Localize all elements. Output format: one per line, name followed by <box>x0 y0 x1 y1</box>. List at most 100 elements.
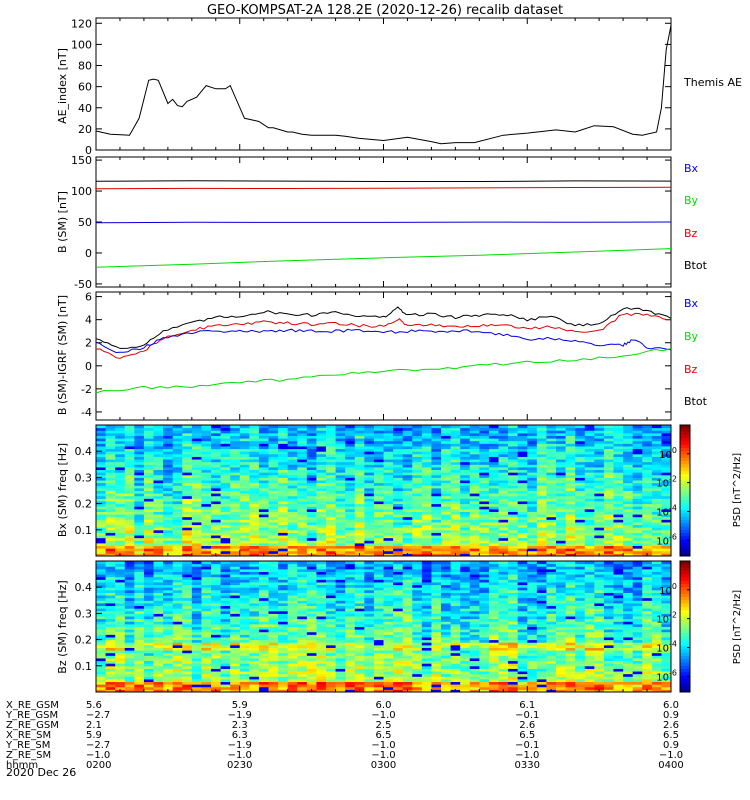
bx_psd-cell <box>316 548 327 552</box>
bx_psd-cell <box>134 535 145 539</box>
bx_psd-cell <box>661 527 672 531</box>
bx_psd-ytick-label: 0.1 <box>75 524 93 537</box>
bx_psd-cell <box>345 506 356 510</box>
bx_psd-cell <box>441 480 452 484</box>
bx_psd-cell <box>546 521 557 526</box>
bz_psd-cell <box>661 634 672 638</box>
bz_psd-cell <box>460 668 471 672</box>
bx_psd-cell <box>163 440 174 444</box>
bx_psd-cell <box>632 524 643 528</box>
bz_psd-cell <box>134 673 145 677</box>
bx_psd-cell <box>393 493 404 497</box>
bz_psd-cell <box>143 636 154 641</box>
bx_psd-cell <box>402 477 413 481</box>
bz_psd-cell <box>163 621 174 625</box>
bx_psd-cell <box>220 456 231 460</box>
bx_psd-cell <box>364 495 375 499</box>
bz_psd-cell <box>527 652 538 656</box>
bx_psd-cell <box>172 466 183 471</box>
bx_psd-cell <box>364 480 375 484</box>
bz_psd-cell <box>488 639 499 643</box>
bx_psd-cell <box>249 511 260 515</box>
bx_psd-cell <box>143 548 154 552</box>
bx_psd-cell <box>163 495 174 499</box>
bx_psd-cell <box>191 430 202 434</box>
bx_psd-cell <box>249 553 260 557</box>
bx_psd-cell <box>651 529 662 533</box>
bz_psd-cell <box>651 655 662 659</box>
bx_psd-cell <box>172 425 183 429</box>
bx_psd-cell <box>354 495 365 499</box>
bx_psd-cell <box>479 464 490 468</box>
bx_psd-cell <box>306 435 317 439</box>
bz_psd-cell <box>613 642 624 646</box>
bx_psd-cell <box>508 503 519 507</box>
bx_psd-cell <box>258 469 269 473</box>
bx_psd-cell <box>536 495 547 499</box>
bx_psd-cell <box>603 537 614 541</box>
bx_psd-cell <box>508 490 519 494</box>
bz_psd-cell <box>258 655 269 659</box>
bx_psd-cell <box>508 553 519 557</box>
bx_psd-cell <box>373 427 384 431</box>
bx_psd-cell <box>536 540 547 544</box>
bz_psd-cell <box>182 623 193 627</box>
bx_psd-cell <box>258 477 269 481</box>
bx_psd-cell <box>153 427 164 431</box>
bx_psd-cell <box>220 482 231 486</box>
bz_psd-cell <box>565 631 576 635</box>
bx_psd-cell <box>345 511 356 515</box>
bx_psd-cell <box>306 527 317 531</box>
bx_psd-cell <box>316 511 327 515</box>
bz_psd-cell <box>249 650 260 654</box>
bx_psd-cell <box>393 445 404 450</box>
bz_psd-cell <box>143 631 154 635</box>
bz_psd-cell <box>469 673 480 677</box>
bx_psd-cell <box>623 524 634 528</box>
bx_psd-cell <box>508 524 519 528</box>
bz_psd-cell <box>412 647 423 651</box>
bx_psd-cell <box>517 524 528 528</box>
bx_psd-cell <box>297 469 308 473</box>
bz_psd-cell <box>345 684 356 688</box>
b-ylabel: B (SM) [nT] <box>56 191 69 253</box>
bx_psd-cell <box>613 514 624 518</box>
bx_psd-cell <box>287 459 298 463</box>
bx_psd-cell <box>508 451 519 455</box>
bz_psd-cell <box>191 684 202 688</box>
bz_psd-cell <box>153 644 164 648</box>
bx_psd-cell <box>191 425 202 429</box>
bz_psd-cell <box>364 678 375 683</box>
bx_psd-cell <box>632 511 643 515</box>
bz_psd-cell <box>642 676 653 680</box>
bx_psd-cell <box>498 527 509 531</box>
bx_psd-cell <box>306 495 317 499</box>
bz_psd-cell <box>632 668 643 672</box>
bx_psd-cell <box>153 548 164 552</box>
bz_psd-cell <box>508 665 519 669</box>
bx_psd-cell <box>661 495 672 499</box>
bz_psd-cell <box>335 634 346 638</box>
bz_psd-cell <box>134 618 145 622</box>
bz_psd-cell <box>632 634 643 638</box>
bx_psd-cell <box>488 456 499 460</box>
bx_psd-cell <box>450 464 461 468</box>
bx_psd-cell <box>594 477 605 481</box>
bx_psd-cell <box>383 427 394 431</box>
bx_psd-cell <box>182 495 193 499</box>
bx_psd-cell <box>498 545 509 549</box>
bz_psd-cell <box>220 650 231 654</box>
bx_psd-cell <box>632 527 643 531</box>
bz_psd-cell <box>316 652 327 656</box>
bx_psd-cell <box>220 495 231 499</box>
bx_psd-cell <box>479 438 490 442</box>
bz_psd-cell <box>268 621 279 625</box>
bx_psd-cell <box>632 519 643 523</box>
bx_psd-cell <box>661 472 672 476</box>
bx_psd-cell <box>603 508 614 512</box>
bx_psd-cell <box>469 461 480 465</box>
bz_psd-cell <box>584 634 595 638</box>
bx_psd-cell <box>326 495 337 499</box>
bz_psd-cell <box>517 650 528 654</box>
bx_psd-cell <box>412 529 423 533</box>
